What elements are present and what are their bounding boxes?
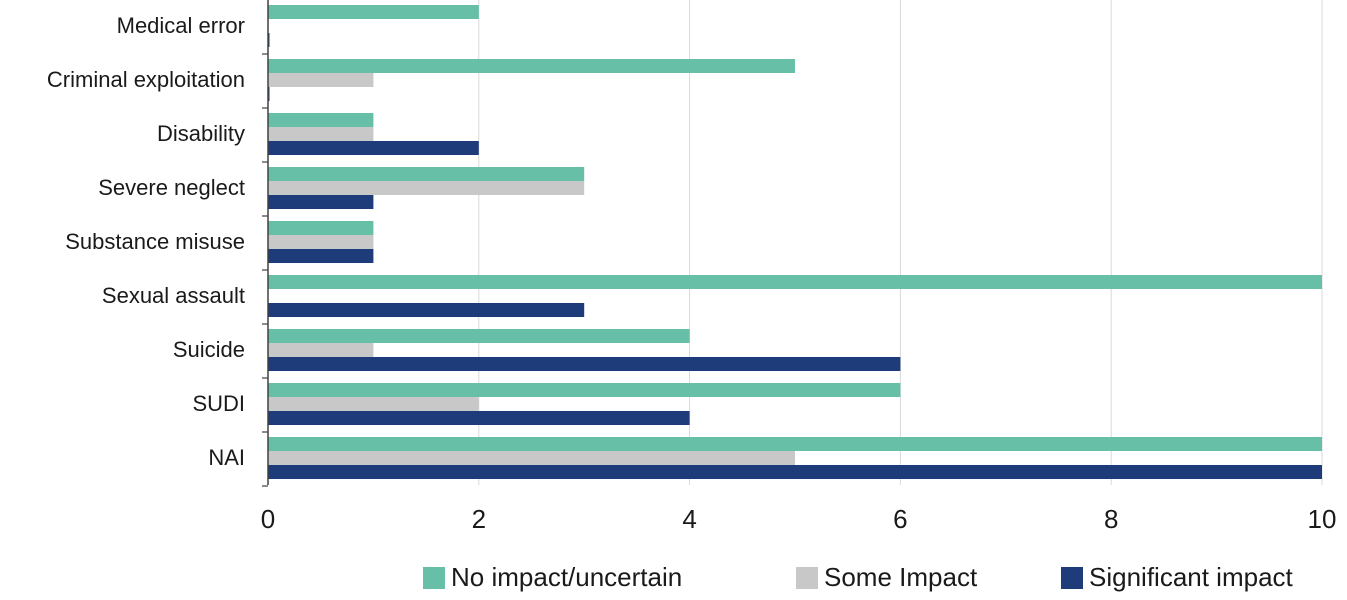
legend-item: No impact/uncertain <box>423 562 682 592</box>
category-label: Medical error <box>117 13 245 38</box>
x-tick-label: 10 <box>1308 504 1337 534</box>
x-tick-label: 0 <box>261 504 275 534</box>
legend-label: Some Impact <box>824 562 978 592</box>
bar <box>268 113 374 127</box>
bar <box>268 465 1322 479</box>
bar <box>268 275 1322 289</box>
category-label: Substance misuse <box>65 229 245 254</box>
bar <box>268 411 690 425</box>
category-label: Disability <box>157 121 245 146</box>
bar <box>268 343 374 357</box>
x-tick-label: 6 <box>893 504 907 534</box>
legend: No impact/uncertain Some Impact Significan… <box>423 562 1294 592</box>
bar <box>268 181 585 195</box>
bar <box>268 249 374 263</box>
category-label: Severe neglect <box>98 175 245 200</box>
tick-labels: 0 2 4 6 8 10 <box>261 504 1337 534</box>
bar <box>268 167 585 181</box>
bar <box>268 437 1322 451</box>
bar <box>268 357 901 371</box>
category-label: NAI <box>208 445 245 470</box>
bar <box>268 451 795 465</box>
bar <box>268 59 795 73</box>
legend-swatch <box>796 567 818 589</box>
legend-swatch <box>423 567 445 589</box>
category-label: Sexual assault <box>102 283 245 308</box>
x-tick-label: 2 <box>472 504 486 534</box>
bar <box>268 303 585 317</box>
bars <box>268 5 1322 479</box>
legend-label: No impact/uncertain <box>451 562 682 592</box>
legend-item: Some Impact <box>796 562 978 592</box>
bar <box>268 235 374 249</box>
bar <box>268 383 901 397</box>
legend-swatch <box>1061 567 1083 589</box>
legend-item: Significant impact <box>1061 562 1294 592</box>
bar <box>268 195 374 209</box>
axes <box>262 0 269 487</box>
bar <box>268 127 374 141</box>
bar <box>268 73 374 87</box>
category-label: Suicide <box>173 337 245 362</box>
bar <box>268 221 374 235</box>
x-tick-label: 8 <box>1104 504 1118 534</box>
bar <box>268 141 479 155</box>
category-label: SUDI <box>192 391 245 416</box>
category-label: Criminal exploitation <box>47 67 245 92</box>
bar <box>268 329 690 343</box>
bar <box>268 397 479 411</box>
category-labels: Medical error Criminal exploitation Disabi… <box>47 13 245 470</box>
bar <box>268 5 479 19</box>
legend-label: Significant impact <box>1089 562 1294 592</box>
x-tick-label: 4 <box>682 504 696 534</box>
